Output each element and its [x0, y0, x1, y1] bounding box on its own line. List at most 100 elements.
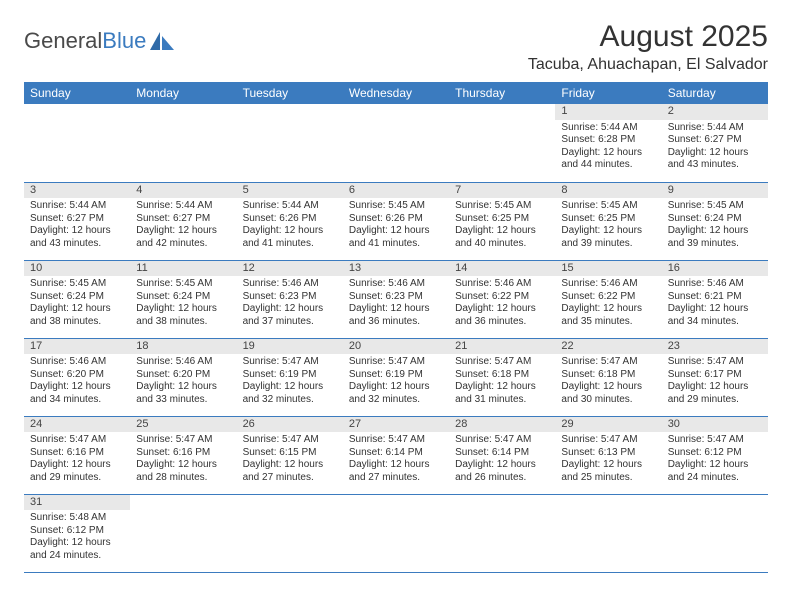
sunset-text: Sunset: 6:22 PM	[561, 291, 655, 304]
sunrise-text: Sunrise: 5:47 AM	[136, 434, 230, 447]
sunset-text: Sunset: 6:28 PM	[561, 134, 655, 147]
sunset-text: Sunset: 6:24 PM	[30, 291, 124, 304]
sunset-text: Sunset: 6:23 PM	[349, 291, 443, 304]
sunset-text: Sunset: 6:15 PM	[243, 447, 337, 460]
day-cell-22: 22Sunrise: 5:47 AMSunset: 6:18 PMDayligh…	[555, 338, 661, 416]
day-number: 24	[24, 417, 130, 433]
sail-icon	[150, 32, 176, 50]
sunset-text: Sunset: 6:12 PM	[668, 447, 762, 460]
empty-cell	[662, 494, 768, 572]
empty-cell	[343, 494, 449, 572]
empty-cell	[343, 104, 449, 182]
daylight-text: Daylight: 12 hours and 28 minutes.	[136, 459, 230, 484]
daylight-text: Daylight: 12 hours and 27 minutes.	[349, 459, 443, 484]
day-cell-11: 11Sunrise: 5:45 AMSunset: 6:24 PMDayligh…	[130, 260, 236, 338]
col-header-saturday: Saturday	[662, 82, 768, 104]
sunrise-text: Sunrise: 5:46 AM	[455, 278, 549, 291]
daylight-text: Daylight: 12 hours and 40 minutes.	[455, 225, 549, 250]
sunset-text: Sunset: 6:21 PM	[668, 291, 762, 304]
sunrise-text: Sunrise: 5:47 AM	[30, 434, 124, 447]
day-cell-3: 3Sunrise: 5:44 AMSunset: 6:27 PMDaylight…	[24, 182, 130, 260]
day-number: 25	[130, 417, 236, 433]
day-number: 16	[662, 261, 768, 277]
day-number: 23	[662, 339, 768, 355]
sunset-text: Sunset: 6:19 PM	[243, 369, 337, 382]
sunset-text: Sunset: 6:26 PM	[243, 213, 337, 226]
day-number: 27	[343, 417, 449, 433]
day-details: Sunrise: 5:47 AMSunset: 6:14 PMDaylight:…	[343, 432, 449, 488]
daylight-text: Daylight: 12 hours and 33 minutes.	[136, 381, 230, 406]
logo-word2: Blue	[102, 28, 146, 53]
daylight-text: Daylight: 12 hours and 37 minutes.	[243, 303, 337, 328]
daylight-text: Daylight: 12 hours and 43 minutes.	[668, 147, 762, 172]
sunset-text: Sunset: 6:26 PM	[349, 213, 443, 226]
logo: GeneralBlue	[24, 28, 176, 54]
day-details: Sunrise: 5:46 AMSunset: 6:22 PMDaylight:…	[449, 276, 555, 332]
col-header-thursday: Thursday	[449, 82, 555, 104]
col-header-monday: Monday	[130, 82, 236, 104]
day-cell-28: 28Sunrise: 5:47 AMSunset: 6:14 PMDayligh…	[449, 416, 555, 494]
day-cell-24: 24Sunrise: 5:47 AMSunset: 6:16 PMDayligh…	[24, 416, 130, 494]
day-details: Sunrise: 5:47 AMSunset: 6:14 PMDaylight:…	[449, 432, 555, 488]
day-details: Sunrise: 5:45 AMSunset: 6:25 PMDaylight:…	[449, 198, 555, 254]
daylight-text: Daylight: 12 hours and 34 minutes.	[668, 303, 762, 328]
day-cell-9: 9Sunrise: 5:45 AMSunset: 6:24 PMDaylight…	[662, 182, 768, 260]
sunrise-text: Sunrise: 5:47 AM	[455, 434, 549, 447]
sunrise-text: Sunrise: 5:47 AM	[349, 356, 443, 369]
location: Tacuba, Ahuachapan, El Salvador	[528, 56, 768, 74]
sunset-text: Sunset: 6:25 PM	[561, 213, 655, 226]
day-number: 12	[237, 261, 343, 277]
month-title: August 2025	[528, 20, 768, 54]
logo-word1: General	[24, 28, 102, 53]
day-number: 31	[24, 495, 130, 511]
day-number: 17	[24, 339, 130, 355]
day-details: Sunrise: 5:47 AMSunset: 6:19 PMDaylight:…	[237, 354, 343, 410]
sunrise-text: Sunrise: 5:47 AM	[668, 356, 762, 369]
daylight-text: Daylight: 12 hours and 31 minutes.	[455, 381, 549, 406]
daylight-text: Daylight: 12 hours and 41 minutes.	[243, 225, 337, 250]
day-cell-4: 4Sunrise: 5:44 AMSunset: 6:27 PMDaylight…	[130, 182, 236, 260]
sunrise-text: Sunrise: 5:46 AM	[668, 278, 762, 291]
day-number: 18	[130, 339, 236, 355]
day-number: 21	[449, 339, 555, 355]
day-cell-15: 15Sunrise: 5:46 AMSunset: 6:22 PMDayligh…	[555, 260, 661, 338]
sunrise-text: Sunrise: 5:47 AM	[243, 434, 337, 447]
day-details: Sunrise: 5:47 AMSunset: 6:12 PMDaylight:…	[662, 432, 768, 488]
day-details: Sunrise: 5:46 AMSunset: 6:21 PMDaylight:…	[662, 276, 768, 332]
daylight-text: Daylight: 12 hours and 38 minutes.	[136, 303, 230, 328]
day-details: Sunrise: 5:45 AMSunset: 6:24 PMDaylight:…	[130, 276, 236, 332]
sunset-text: Sunset: 6:17 PM	[668, 369, 762, 382]
sunset-text: Sunset: 6:24 PM	[668, 213, 762, 226]
sunrise-text: Sunrise: 5:45 AM	[455, 200, 549, 213]
sunrise-text: Sunrise: 5:45 AM	[349, 200, 443, 213]
day-details: Sunrise: 5:47 AMSunset: 6:13 PMDaylight:…	[555, 432, 661, 488]
day-details: Sunrise: 5:47 AMSunset: 6:16 PMDaylight:…	[130, 432, 236, 488]
day-cell-17: 17Sunrise: 5:46 AMSunset: 6:20 PMDayligh…	[24, 338, 130, 416]
daylight-text: Daylight: 12 hours and 34 minutes.	[30, 381, 124, 406]
daylight-text: Daylight: 12 hours and 25 minutes.	[561, 459, 655, 484]
day-number: 10	[24, 261, 130, 277]
sunrise-text: Sunrise: 5:45 AM	[668, 200, 762, 213]
sunrise-text: Sunrise: 5:46 AM	[349, 278, 443, 291]
daylight-text: Daylight: 12 hours and 39 minutes.	[668, 225, 762, 250]
day-number: 20	[343, 339, 449, 355]
day-cell-25: 25Sunrise: 5:47 AMSunset: 6:16 PMDayligh…	[130, 416, 236, 494]
logo-text: GeneralBlue	[24, 28, 146, 54]
day-number: 30	[662, 417, 768, 433]
daylight-text: Daylight: 12 hours and 36 minutes.	[349, 303, 443, 328]
daylight-text: Daylight: 12 hours and 24 minutes.	[30, 537, 124, 562]
col-header-sunday: Sunday	[24, 82, 130, 104]
empty-cell	[449, 104, 555, 182]
day-number: 13	[343, 261, 449, 277]
daylight-text: Daylight: 12 hours and 24 minutes.	[668, 459, 762, 484]
sunset-text: Sunset: 6:18 PM	[455, 369, 549, 382]
day-details: Sunrise: 5:44 AMSunset: 6:27 PMDaylight:…	[662, 120, 768, 176]
day-number: 7	[449, 183, 555, 199]
sunrise-text: Sunrise: 5:47 AM	[455, 356, 549, 369]
day-cell-5: 5Sunrise: 5:44 AMSunset: 6:26 PMDaylight…	[237, 182, 343, 260]
day-details: Sunrise: 5:46 AMSunset: 6:20 PMDaylight:…	[130, 354, 236, 410]
sunrise-text: Sunrise: 5:47 AM	[668, 434, 762, 447]
day-details: Sunrise: 5:45 AMSunset: 6:26 PMDaylight:…	[343, 198, 449, 254]
sunset-text: Sunset: 6:22 PM	[455, 291, 549, 304]
day-cell-26: 26Sunrise: 5:47 AMSunset: 6:15 PMDayligh…	[237, 416, 343, 494]
